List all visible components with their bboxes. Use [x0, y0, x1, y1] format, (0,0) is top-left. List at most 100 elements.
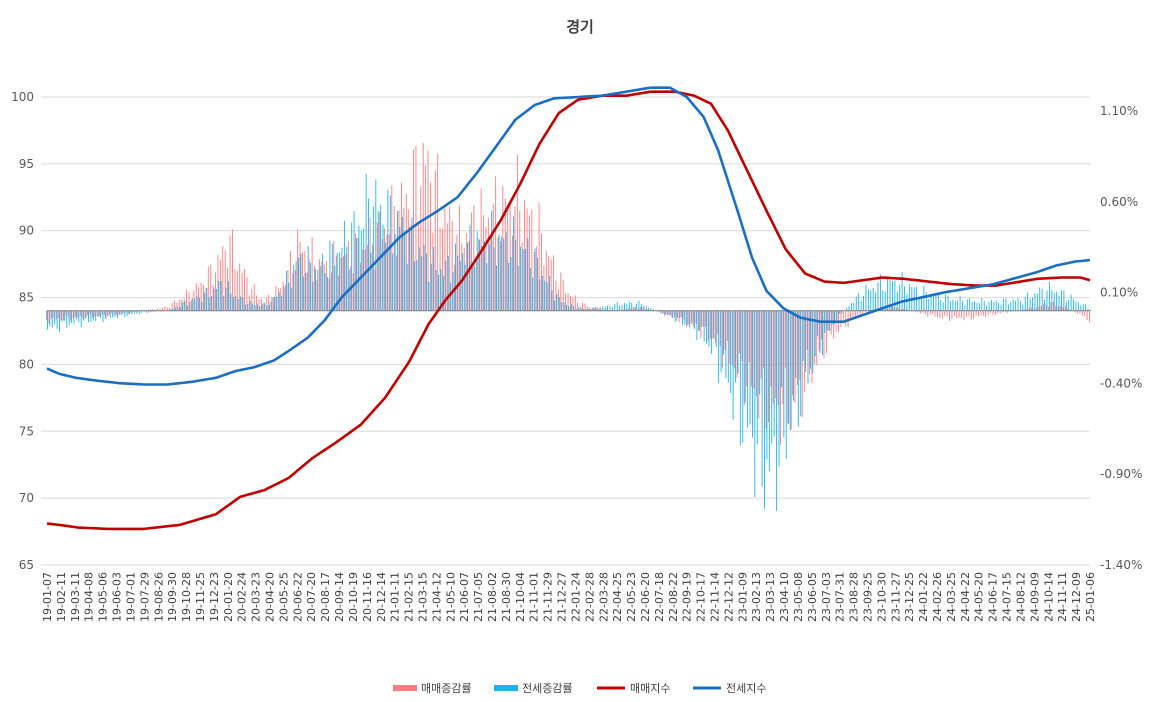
jeonse-rate-bar — [457, 255, 459, 311]
jeonse-rate-bar — [107, 310, 109, 316]
jeonse-rate-bar — [438, 274, 440, 311]
jeonse-rate-bar — [906, 293, 908, 311]
jeonse-rate-bar — [604, 306, 606, 311]
sale-rate-bar — [318, 259, 320, 311]
sale-rate-bar — [181, 299, 183, 311]
x-axis-tick-label: 20-09-14 — [333, 572, 346, 622]
sale-rate-bar — [1084, 310, 1086, 317]
jeonse-rate-bar — [665, 310, 666, 315]
x-axis-tick-label: 21-11-01 — [528, 572, 541, 622]
jeonse-rate-bar — [1065, 301, 1067, 311]
sale-rate-bar — [825, 310, 827, 354]
sale-rate-bar — [263, 302, 265, 311]
sale-rate-bar — [212, 285, 214, 311]
jeonse-rate-bar — [479, 239, 481, 311]
jeonse-rate-bar — [148, 310, 150, 313]
x-axis-tick-label: 20-11-16 — [361, 572, 374, 622]
jeonse-rate-bar — [645, 305, 647, 311]
jeonse-rate-bar — [809, 310, 811, 369]
sale-rate-bar — [84, 310, 86, 320]
jeonse-rate-bar — [730, 310, 732, 394]
x-axis-tick-label: 24-07-15 — [1001, 572, 1014, 622]
jeonse-rate-bar — [735, 310, 736, 383]
sale-rate-bar — [306, 271, 308, 311]
jeonse-index-line — [46, 86, 1091, 386]
jeonse-rate-bar — [1046, 290, 1048, 311]
jeonse-rate-bars — [47, 174, 1091, 511]
jeonse-rate-bar — [860, 300, 862, 311]
jeonse-rate-bar — [440, 269, 442, 311]
jeonse-rate-bar — [882, 290, 884, 311]
jeonse-rate-bar — [976, 302, 978, 311]
sale-rate-bar — [1048, 306, 1049, 311]
jeonse-rate-bar — [802, 310, 804, 361]
sale-rate-bar — [379, 211, 381, 311]
sale-rate-bar — [949, 310, 950, 322]
sale-rate-bar — [446, 223, 448, 311]
sale-rate-bar — [690, 310, 692, 325]
jeonse-rate-bar — [360, 230, 362, 311]
x-axis-tick-label: 19-10-28 — [180, 572, 193, 622]
jeonse-rate-bar — [525, 248, 526, 311]
jeonse-rate-bar — [126, 310, 128, 317]
jeonse-rate-bar — [788, 310, 790, 424]
sale-rate-bar — [586, 306, 588, 311]
jeonse-rate-bar — [358, 225, 360, 311]
jeonse-rate-bar — [80, 310, 82, 327]
jeonse-rate-bar — [68, 310, 70, 326]
x-axis-tick-label: 22-03-28 — [597, 572, 610, 622]
jeonse-rate-bar — [773, 310, 775, 437]
sale-rate-bar — [294, 270, 296, 311]
legend-label-jeonse-index: 전세지수 — [726, 682, 766, 695]
sale-rate-bar — [495, 176, 497, 311]
sale-rate-bar — [963, 310, 965, 321]
sale-rate-bar — [642, 307, 644, 311]
sale-rate-bar — [444, 208, 446, 311]
sale-rate-bar — [82, 310, 84, 318]
x-axis-tick-label: 23-02-13 — [750, 572, 763, 622]
jeonse-rate-bar — [307, 246, 309, 311]
sale-rate-bar — [260, 298, 262, 311]
jeonse-rate-bar — [1053, 292, 1055, 311]
sale-rate-bar — [232, 229, 233, 311]
sale-rate-bar — [372, 244, 373, 311]
jeonse-rate-bar — [493, 247, 495, 311]
jeonse-rate-bar — [397, 210, 398, 311]
jeonse-rate-bar — [133, 310, 135, 314]
x-axis-tick-label: 19-02-11 — [55, 572, 68, 622]
x-axis-tick-label: 23-08-28 — [848, 572, 861, 622]
jeonse-rate-bar — [464, 264, 466, 311]
sale-rate-bar — [483, 215, 484, 311]
sale-rate-bar — [130, 310, 132, 313]
jeonse-rate-bar — [1044, 299, 1046, 311]
left-axis-tick-label: 85 — [19, 291, 34, 305]
sale-rate-bar — [183, 298, 185, 311]
sale-rate-bar — [792, 310, 794, 396]
sale-rate-bar — [601, 309, 603, 311]
x-axis-tick-label: 24-06-17 — [987, 572, 1000, 622]
jeonse-rate-bar — [47, 310, 48, 330]
x-axis-tick-label: 24-05-20 — [973, 572, 986, 622]
jeonse-rate-bar — [986, 305, 988, 311]
jeonse-rate-bar — [715, 310, 717, 347]
jeonse-rate-bar — [778, 310, 780, 467]
sale-rate-bar — [932, 310, 934, 315]
jeonse-rate-bar — [261, 304, 263, 311]
sale-rate-bar — [471, 212, 472, 311]
jeonse-rate-bar — [783, 310, 785, 438]
x-axis-tick-label: 21-04-12 — [430, 572, 443, 622]
sale-rate-bar — [125, 310, 127, 313]
sale-rate-bar — [67, 310, 69, 317]
sale-rate-bar — [502, 185, 504, 311]
jeonse-rate-bar — [503, 238, 505, 311]
jeonse-rate-bar — [908, 284, 910, 311]
sale-rate-bar — [328, 278, 330, 311]
sale-rate-bar — [253, 283, 255, 311]
sale-rate-bar — [719, 310, 721, 346]
jeonse-rate-bar — [940, 300, 942, 311]
jeonse-rate-bar — [541, 275, 543, 311]
sale-rate-bar — [850, 310, 851, 320]
jeonse-rate-bar — [708, 310, 710, 347]
sale-rate-bar — [562, 279, 564, 311]
jeonse-rate-bar — [727, 310, 729, 383]
